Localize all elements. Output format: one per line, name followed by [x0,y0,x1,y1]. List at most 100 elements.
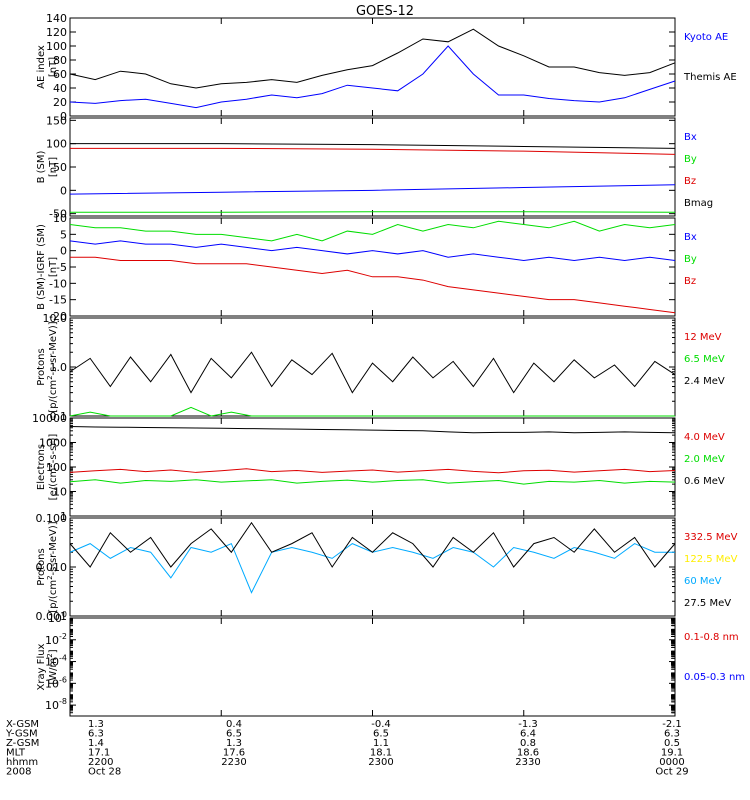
legend-0-6-mev: 0.6 MeV [684,476,725,487]
y-tick-label: 10 [53,486,67,499]
ephemeris-footer: X-GSMY-GSMZ-GSMMLThhmm20081.36.31.417.12… [5,719,689,778]
series-line-60-mev [69,542,675,594]
y-tick-label: 0.010 [36,561,68,574]
footer-value: 19.1 [661,748,683,759]
series-line-bmag [70,143,676,149]
legend-by: By [684,254,697,265]
series-line-themis-ae [69,28,676,89]
panel-protons2: 0.001 0.010 0.100 Protons[p/(cm2-s-sr-MeV)]… [36,512,738,623]
y-axis-label: [W/m2] [46,649,59,684]
y-tick-label: 150 [46,114,67,127]
y-axis-label: Xray Flux [36,643,47,690]
legend-bmag: Bmag [684,198,713,209]
legend-2-4-mev: 2.4 MeV [684,376,725,387]
series-line-4-0-mev [69,468,676,474]
y-tick-label: 10 [53,212,67,225]
y-tick-label: 0.100 [36,512,68,525]
footer-row-label: 2008 [6,767,31,778]
y-tick-label: 100 [46,138,67,151]
series-line-bz [70,256,676,314]
footer-value: 18.1 [370,748,392,759]
y-tick-label: 10.0 [43,312,68,325]
y-tick-label: -15 [49,294,67,307]
series-line-27-5-mev [69,521,676,568]
footer-value: 2200 [88,757,113,768]
y-axis-label: B (SM) [36,150,47,183]
legend-27-5-mev: 27.5 MeV [684,598,731,609]
y-tick-label: 0.001 [36,610,68,623]
panel-bsm: -50 0 50 100 150 B (SM) [nT] Bx By Bz Bmag [36,114,713,220]
panel-frame [69,617,676,717]
series-line-bx [69,240,676,261]
y-axis-label: [nT] [48,57,59,77]
legend-by: By [684,154,697,165]
chart-title: GOES-12 [356,4,414,19]
series-line-0-6-mev [69,425,676,434]
legend-2-0-mev: 2.0 MeV [684,454,725,465]
y-tick-label: 100 [46,40,67,53]
legend-bz: Bz [684,176,696,187]
legend-12-mev: 12 MeV [684,332,722,343]
footer-value: 17.6 [223,748,245,759]
legend-122-5-mev: 122.5 MeV [684,554,738,565]
y-tick-label: 100 [46,461,67,474]
y-tick-label: 5 [60,228,67,241]
y-tick-label: 120 [46,26,67,39]
legend-bx: Bx [684,132,697,143]
footer-value: 2330 [515,757,540,768]
y-tick-label: 10-2 [45,632,67,647]
footer-row-label: Y-GSM [5,729,38,740]
footer-value: 18.6 [517,748,539,759]
panel-frame [69,517,676,617]
footer-value: 2230 [221,757,246,768]
y-tick-label: 0 [60,184,67,197]
series-line-2-4-mev [69,351,676,394]
y-tick-label: 50 [53,161,67,174]
y-tick-label: 10000 [32,412,67,425]
footer-value: 6.5 [373,729,389,740]
footer-value: Oct 28 [88,767,121,778]
y-axis-label: [nT] [48,257,59,277]
footer-value: 0.4 [226,719,242,730]
panel-bsmigrf: -20 -15 -10 -5 0 5 10 B (SM)-IGRF (SM) [nT] Bx By B… [36,212,697,323]
footer-value: 6.3 [88,729,104,740]
series-line-6-5-mev [69,406,675,417]
legend-bx: Bx [684,232,697,243]
panel-frame [69,317,676,417]
footer-value: 1.3 [226,738,242,749]
y-axis-label: B (SM)-IGRF (SM) [36,224,47,310]
y-tick-label: -50 [49,208,67,221]
y-axis-label: Protons [36,548,47,585]
legend-bz: Bz [684,276,696,287]
footer-value: 1.4 [88,738,104,749]
y-axis-label: AE index [36,45,47,89]
footer-value: -2.1 [662,719,682,730]
footer-value: -0.4 [371,719,391,730]
y-tick-label: 0.1 [50,410,68,423]
y-axis-label: Electrons [36,444,47,490]
footer-value: 2300 [368,757,393,768]
y-tick-label: 1.0 [50,361,68,374]
legend-0-05-0-3-nm: 0.05-0.3 nm [684,672,745,683]
y-tick-label: 1 [60,510,67,523]
footer-value: 1.3 [88,719,104,730]
legend-332-5-mev: 332.5 MeV [684,532,738,543]
y-tick-label: 80 [53,54,67,67]
footer-row-label: X-GSM [6,719,39,730]
footer-row-label: Z-GSM [6,738,39,749]
footer-value: 0.8 [520,738,536,749]
series-line-kyoto-ae [69,45,676,109]
y-tick-label: 1000 [39,437,67,450]
y-axis-label: Protons [36,348,47,385]
panel-frame [69,117,676,217]
legend-60-mev: 60 MeV [684,576,722,587]
footer-row-label: MLT [6,748,26,759]
panel-electrons: 1 10 100 1000 10000 Electrons [e/(cm2-s-sr)] 4.… [32,412,725,523]
footer-value: Oct 29 [655,767,688,778]
footer-row-label: hhmm [6,757,38,768]
footer-value: 17.1 [88,748,110,759]
y-tick-label: -5 [56,261,67,274]
